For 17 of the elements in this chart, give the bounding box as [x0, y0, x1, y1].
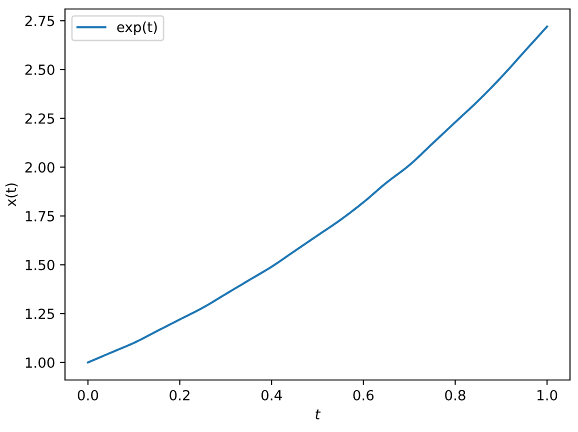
- y-axis-title: x(t): [5, 183, 18, 206]
- y-tick-label: 1.25: [26, 308, 54, 320]
- x-tick-label: 0.0: [78, 390, 98, 400]
- x-axis-title: t: [316, 410, 321, 420]
- y-tick-label: 1.50: [26, 260, 54, 270]
- y-tick-label: 1.75: [26, 211, 54, 222]
- y-tick-label: 2.75: [25, 16, 54, 26]
- x-tick-label: 0.4: [261, 390, 282, 400]
- y-tick-label: 2.25: [25, 113, 54, 124]
- x-tick-label: 0.2: [170, 390, 190, 400]
- y-tick-label: 1.00: [26, 357, 54, 368]
- x-tick-label: 0.8: [445, 390, 466, 400]
- y-tick-label: 2.50: [25, 64, 54, 76]
- x-tick-label: 0.6: [353, 390, 374, 400]
- x-tick-label: 1.0: [538, 390, 558, 400]
- y-tick-label: 2.00: [25, 162, 54, 173]
- legend-label: exp(t): [117, 22, 157, 35]
